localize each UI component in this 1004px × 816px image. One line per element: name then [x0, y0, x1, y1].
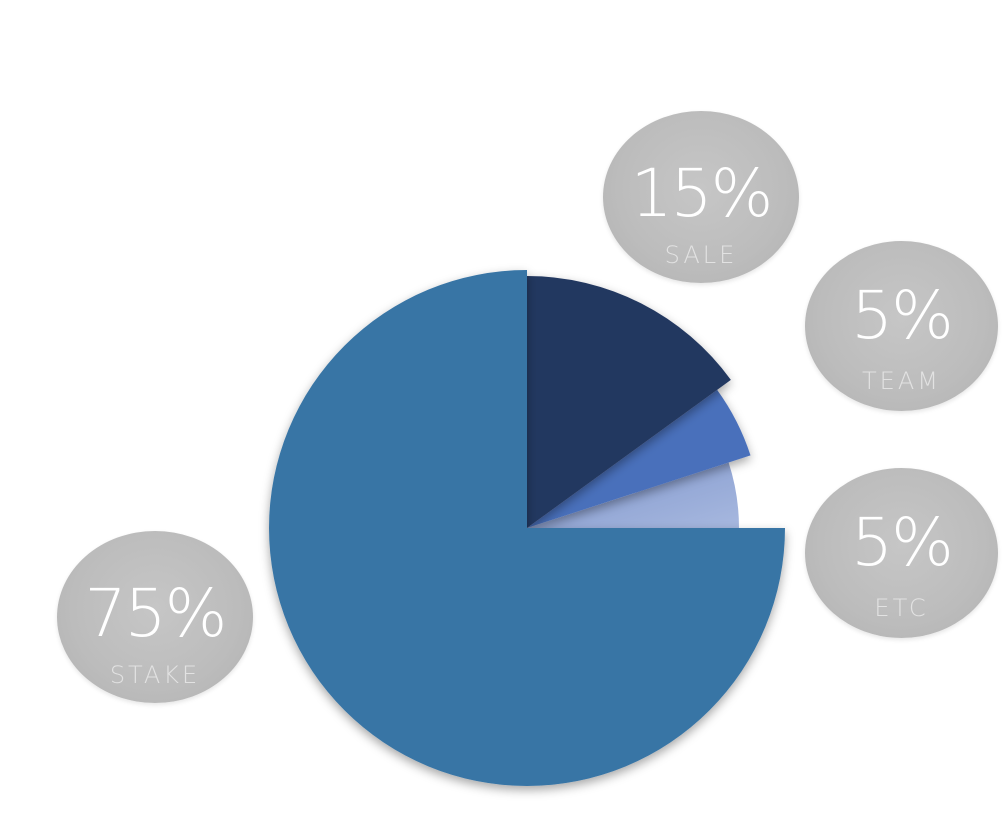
etc-bubble: 5% ETC [805, 468, 998, 638]
team-percent: 5% [851, 277, 954, 354]
pie-slices [269, 270, 785, 786]
sale-percent: 15% [630, 155, 774, 232]
team-bubble: 5% TEAM [805, 241, 998, 411]
etc-percent: 5% [851, 504, 954, 581]
pie-slice-team [527, 389, 751, 528]
sale-bubble: 15% SALE [603, 111, 799, 283]
pie-slice-sale [527, 276, 731, 528]
etc-label: ETC [874, 594, 929, 622]
pie-slice-stake [269, 270, 785, 786]
stake-percent: 75% [84, 575, 228, 652]
pie-slice-etc [527, 462, 739, 528]
stake-bubble: 75% STAKE [57, 531, 253, 703]
sale-label: SALE [664, 241, 738, 269]
stake-label: STAKE [109, 661, 201, 689]
team-label: TEAM [862, 367, 941, 395]
